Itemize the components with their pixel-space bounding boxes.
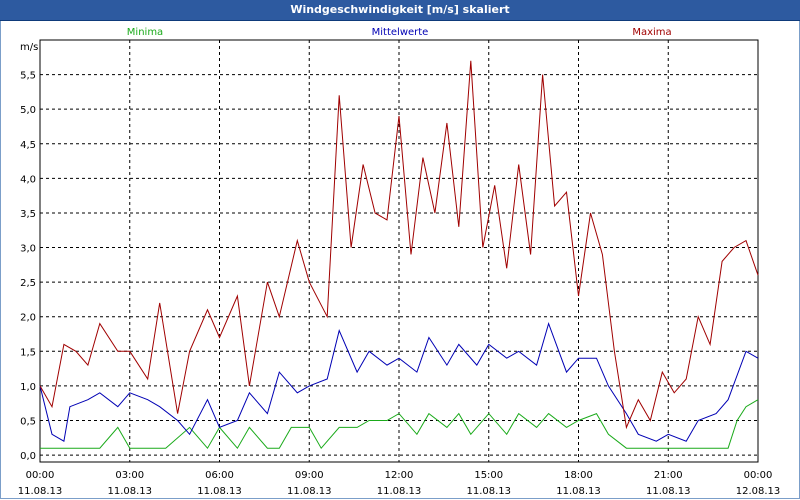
y-tick-label: 4,0 (20, 174, 36, 185)
x-tick-time: 09:00 (295, 470, 324, 481)
y-tick-label: 2,5 (20, 278, 36, 289)
x-tick-date: 11.08.13 (197, 486, 242, 497)
x-tick-date: 11.08.13 (646, 486, 691, 497)
x-tick-time: 00:00 (26, 470, 55, 481)
y-tick-label: 5,5 (20, 71, 36, 82)
y-axis-label: m/s (20, 42, 38, 53)
legend-maxima: Maxima (632, 27, 671, 38)
y-tick-label: 0,0 (20, 451, 36, 462)
x-tick-date: 11.08.13 (556, 486, 601, 497)
y-tick-label: 0,5 (20, 416, 36, 427)
grid-lines (40, 40, 758, 462)
x-tick-time: 18:00 (564, 470, 593, 481)
x-tick-time: 21:00 (654, 470, 683, 481)
x-axis-ticks: 00:00 11.08.13 03:00 11.08.13 06:00 11.08.13 0… (18, 470, 781, 497)
series-line-mittelwerte (39, 321, 759, 442)
x-tick-time: 06:00 (205, 470, 234, 481)
y-tick-label: 5,0 (20, 105, 36, 116)
chart-title: Windgeschwindigkeit [m/s] skaliert (290, 3, 510, 16)
x-tick-date: 11.08.13 (377, 486, 422, 497)
x-tick-date: 11.08.13 (466, 486, 511, 497)
y-tick-label: 3,5 (20, 209, 36, 220)
chart-title-bar: Windgeschwindigkeit [m/s] skaliert (0, 0, 800, 21)
y-tick-label: 1,0 (20, 382, 36, 393)
series-line-maxima (39, 60, 759, 430)
x-tick-time: 15:00 (474, 470, 503, 481)
x-tick-date: 11.08.13 (18, 486, 63, 497)
x-tick-time: 00:00 (744, 470, 773, 481)
x-tick-time: 03:00 (115, 470, 144, 481)
x-tick-date: 11.08.13 (107, 486, 152, 497)
legend-mittelwerte: Mittelwerte (372, 27, 429, 38)
series-lines (39, 60, 759, 450)
y-tick-label: 3,0 (20, 244, 36, 255)
legend-minima: Minima (127, 27, 163, 38)
series-line-minima (40, 399, 759, 450)
x-tick-date: 12.08.13 (736, 486, 781, 497)
y-tick-label: 2,0 (20, 313, 36, 324)
y-axis-ticks: 0,0 0,5 1,0 1,5 2,0 2,5 3,0 3,5 4,0 4,5 5,0 5,5 (20, 71, 36, 462)
x-tick-date: 11.08.13 (287, 486, 332, 497)
y-tick-label: 1,5 (20, 347, 36, 358)
y-tick-label: 4,5 (20, 140, 36, 151)
x-tick-time: 12:00 (385, 470, 414, 481)
